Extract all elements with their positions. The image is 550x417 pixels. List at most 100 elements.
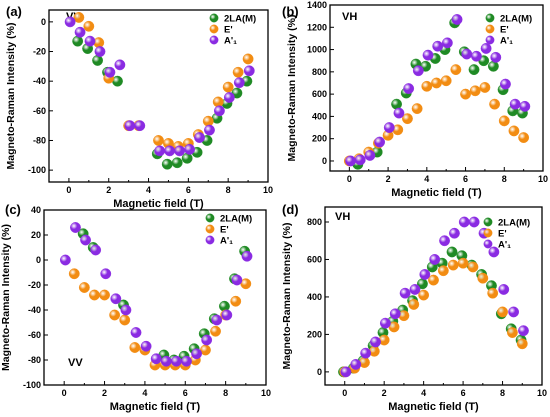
legend-marker bbox=[483, 217, 493, 227]
data-point-a bbox=[104, 66, 116, 78]
data-point-a bbox=[480, 43, 492, 54]
data-point-2lam bbox=[181, 152, 193, 164]
data-point-e bbox=[68, 268, 80, 280]
legend-label: 2LA(M) bbox=[220, 214, 252, 225]
data-point-a bbox=[124, 120, 136, 132]
legend-label: A'₁ bbox=[224, 36, 237, 47]
x-tick-label: 2 bbox=[386, 174, 391, 184]
y-tick-label: -20 bbox=[33, 47, 46, 57]
data-point-a bbox=[160, 355, 172, 367]
x-tick-label: 6 bbox=[463, 174, 468, 184]
x-tick-label: 10 bbox=[263, 185, 273, 195]
x-tick-label: 8 bbox=[500, 388, 505, 398]
data-point-a bbox=[449, 227, 460, 239]
chart-panel-3: 0 2 4 6 8 10 40 20 0 -20 -40 -60 -80 -100 Magnetic fie… bbox=[0, 202, 271, 413]
chart-panel-1: 0 2 4 6 8 10 0 -20 -40 -60 -80 -100 Magnetic field (… bbox=[5, 4, 273, 210]
data-point-e bbox=[73, 12, 85, 23]
data-point-a bbox=[184, 143, 195, 155]
x-tick-label: 8 bbox=[502, 174, 507, 184]
legend-label: E' bbox=[220, 225, 229, 236]
data-point-a bbox=[233, 77, 245, 89]
y-axis-label: Magneto-Raman Intensity (%) bbox=[5, 22, 17, 169]
data-point-a bbox=[498, 284, 510, 295]
data-point-e bbox=[516, 338, 528, 350]
x-axis-label: Magnetic field (T) bbox=[110, 401, 201, 413]
y-tick-label: 1000 bbox=[307, 45, 327, 55]
data-point-2lam bbox=[161, 158, 173, 170]
polarization-label: VH bbox=[335, 211, 350, 223]
legend-marker bbox=[483, 239, 493, 249]
data-point-a bbox=[364, 150, 376, 161]
x-tick-label: 4 bbox=[424, 174, 429, 184]
y-tick-label: 400 bbox=[307, 292, 322, 302]
x-tick-label: 0 bbox=[66, 185, 71, 195]
data-point-2lam bbox=[92, 55, 103, 66]
y-tick-label: -80 bbox=[33, 135, 46, 145]
data-point-e bbox=[119, 314, 131, 326]
data-point-e bbox=[232, 66, 244, 78]
data-point-a bbox=[519, 100, 531, 112]
data-point-e bbox=[431, 77, 442, 89]
data-point-a bbox=[354, 154, 366, 166]
data-point-e bbox=[469, 85, 481, 97]
data-point-e bbox=[242, 53, 254, 65]
data-point-a bbox=[211, 314, 223, 326]
y-tick-label: -40 bbox=[33, 76, 46, 86]
legend-label: A'₁ bbox=[500, 36, 513, 47]
data-point-e bbox=[78, 282, 90, 293]
data-point-a bbox=[80, 234, 91, 246]
data-point-a bbox=[409, 284, 421, 295]
data-point-e bbox=[99, 289, 110, 301]
y-tick-label: -40 bbox=[28, 305, 41, 315]
y-tick-label: -80 bbox=[28, 355, 41, 365]
data-point-a bbox=[403, 83, 415, 94]
legend-label: E' bbox=[500, 25, 509, 36]
legend-marker bbox=[205, 213, 215, 223]
data-point-e bbox=[230, 295, 242, 307]
x-tick-label: 4 bbox=[142, 388, 147, 398]
data-point-a bbox=[64, 16, 76, 28]
data-point-e bbox=[421, 80, 433, 92]
data-point-a bbox=[471, 50, 482, 62]
data-point-e bbox=[437, 265, 449, 277]
data-point-a bbox=[374, 136, 386, 148]
legend-marker bbox=[209, 35, 219, 45]
y-tick-label: 1400 bbox=[307, 0, 327, 10]
x-tick-label: 0 bbox=[347, 174, 352, 184]
y-tick-label: 800 bbox=[307, 217, 322, 227]
data-point-a bbox=[399, 287, 411, 299]
data-point-e bbox=[428, 274, 439, 286]
x-tick-label: 6 bbox=[461, 388, 466, 398]
data-point-a bbox=[340, 366, 352, 378]
y-tick-label: 0 bbox=[322, 156, 327, 166]
x-tick-label: 2 bbox=[382, 388, 387, 398]
x-tick-label: 4 bbox=[146, 185, 151, 195]
data-point-a bbox=[370, 336, 381, 348]
data-point-a bbox=[134, 120, 146, 132]
y-tick-label: -20 bbox=[28, 280, 41, 290]
data-point-a bbox=[223, 92, 235, 103]
data-point-e bbox=[109, 309, 121, 321]
data-point-a bbox=[194, 132, 205, 143]
data-point-a bbox=[350, 358, 362, 370]
y-axis-label: Magneto-Raman Intensity (%) bbox=[0, 224, 12, 371]
data-point-a bbox=[214, 105, 225, 117]
x-tick-label: 2 bbox=[102, 388, 107, 398]
data-point-2lam bbox=[391, 98, 402, 110]
data-point-a bbox=[451, 14, 463, 25]
data-point-a bbox=[383, 122, 395, 133]
data-point-a bbox=[201, 334, 213, 346]
x-tick-label: 10 bbox=[261, 388, 271, 398]
data-point-e bbox=[418, 289, 430, 301]
y-tick-label: -60 bbox=[33, 106, 46, 116]
data-point-a bbox=[500, 78, 511, 90]
legend-marker bbox=[485, 24, 495, 34]
legend-marker bbox=[205, 235, 215, 245]
data-point-a bbox=[518, 325, 529, 337]
data-point-a bbox=[412, 65, 424, 77]
data-point-a bbox=[508, 306, 520, 318]
y-tick-label: 200 bbox=[307, 329, 322, 339]
data-point-2lam bbox=[487, 60, 499, 72]
y-tick-label: 400 bbox=[312, 111, 327, 121]
